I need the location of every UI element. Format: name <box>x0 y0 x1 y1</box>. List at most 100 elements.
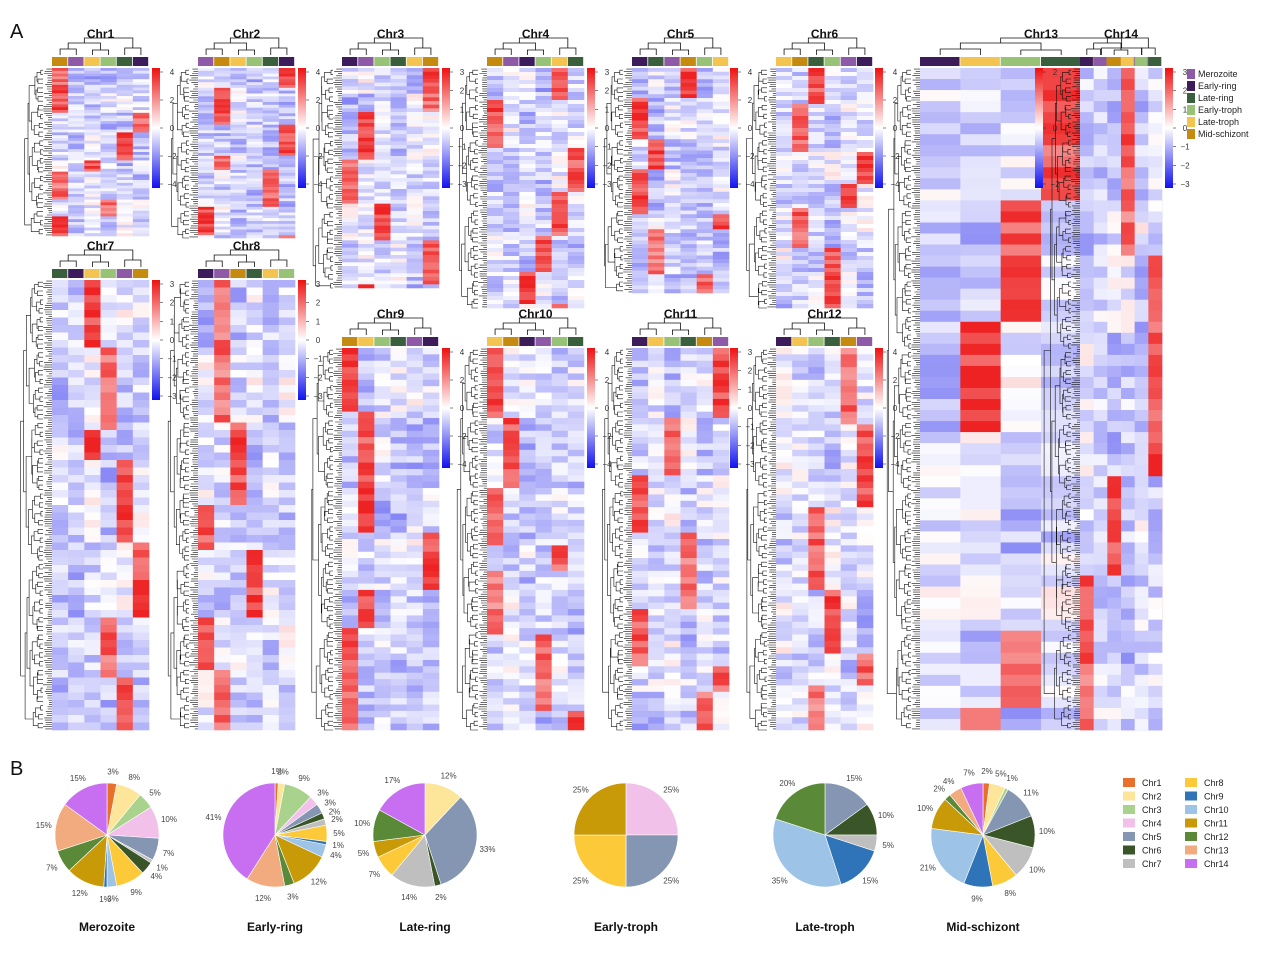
heatmap-cell <box>824 232 841 237</box>
heatmap-cell <box>1041 90 1082 102</box>
heatmap-cell <box>696 481 714 489</box>
heatmap-cell <box>648 113 665 118</box>
heatmap-cell <box>535 188 552 193</box>
heatmap-cell <box>230 90 247 94</box>
heatmap-cell <box>551 621 569 629</box>
heatmap-cell <box>664 621 681 629</box>
heatmap-cell <box>856 539 874 546</box>
heatmap-cell <box>680 640 697 648</box>
heatmap-cell <box>632 615 649 623</box>
heatmap-cell <box>519 589 536 597</box>
heatmap-cell <box>551 488 569 495</box>
colorbar-gradient <box>442 348 450 468</box>
heatmap-cell <box>52 182 69 186</box>
heatmap-cell <box>390 481 407 489</box>
heatmap-cell <box>567 180 585 185</box>
heatmap-cell <box>648 195 665 200</box>
heatmap-cell <box>696 150 714 155</box>
heatmap-cell <box>824 449 841 457</box>
heatmap-cell <box>792 672 809 680</box>
heatmap-cell <box>680 131 697 136</box>
heatmap-cell <box>856 500 874 508</box>
heatmap-cell <box>503 168 520 173</box>
heatmap-cell <box>856 526 874 533</box>
heatmap-cell <box>856 532 874 540</box>
heatmap-cell <box>342 200 359 204</box>
heatmap-cell <box>1041 365 1082 378</box>
heatmap-cell <box>792 200 809 205</box>
heatmap-cell <box>214 662 231 671</box>
heatmap-cell <box>278 430 296 438</box>
heatmap-cell <box>960 376 1001 389</box>
heatmap-cell <box>776 240 793 245</box>
heatmap-cell <box>712 539 730 546</box>
heatmap-cell <box>422 174 440 179</box>
heatmap-cell <box>648 169 665 174</box>
colorbar-tick-label: −2 <box>745 152 755 161</box>
heatmap-cell <box>262 340 280 348</box>
heatmap-cell <box>648 596 665 603</box>
heatmap-cell <box>116 287 134 296</box>
heatmap-cell <box>840 596 858 603</box>
heatmap-cell <box>390 379 407 387</box>
heatmap-cell <box>214 535 231 543</box>
dendrogram-branch <box>807 317 858 328</box>
heatmap-cell <box>776 532 793 540</box>
heatmap-cell <box>406 229 424 234</box>
heatmap-cell <box>358 615 375 623</box>
heatmap-cell <box>920 101 961 113</box>
heatmap-cell <box>374 196 391 201</box>
heatmap-cell <box>503 236 520 241</box>
heatmap-cell <box>132 287 150 296</box>
heatmap-cell <box>116 677 134 686</box>
colorbar-tick-label: 3 <box>605 68 610 77</box>
heatmap-cell <box>262 625 280 633</box>
column-annotation-early-ring <box>422 337 439 346</box>
heatmap-cell <box>567 196 585 201</box>
heatmap-cell <box>664 94 681 99</box>
heatmap-cell <box>648 143 665 148</box>
heatmap-cell <box>406 545 424 553</box>
heatmap-cell <box>342 373 359 381</box>
heatmap-cell <box>214 587 231 596</box>
heatmap-cell <box>808 348 825 355</box>
heatmap-cell <box>551 296 569 301</box>
heatmap-cell <box>664 443 681 451</box>
heatmap-cell <box>100 415 117 423</box>
heatmap-cell <box>551 437 569 444</box>
heatmap-cell <box>390 513 407 521</box>
heatmap-cell <box>422 647 440 654</box>
heatmap-cell <box>856 679 874 686</box>
heatmap-cell <box>230 505 247 513</box>
heatmap-cell <box>487 116 504 121</box>
heatmap-cell <box>246 385 263 393</box>
heatmap-cell <box>840 84 858 89</box>
heatmap-cell <box>358 488 375 495</box>
heatmap-cell <box>648 229 665 234</box>
heatmap-cell <box>840 248 858 253</box>
heatmap-cell <box>567 168 585 173</box>
heatmap-cell <box>84 90 101 94</box>
column-annotation-early-ring <box>776 337 792 346</box>
heatmap-cell <box>712 500 730 508</box>
heatmap-cell <box>503 132 520 137</box>
heatmap-cell <box>960 387 1001 400</box>
heatmap-cell <box>390 269 407 274</box>
heatmap-cell <box>503 551 520 559</box>
heatmap-cell <box>648 449 665 457</box>
heatmap-cell <box>374 691 391 699</box>
heatmap-cell <box>551 280 569 285</box>
heatmap-cell <box>519 640 536 648</box>
heatmap-cell <box>422 112 440 116</box>
heatmap-cell <box>132 90 150 94</box>
heatmap-cell <box>390 570 407 578</box>
heatmap-cell <box>116 73 134 77</box>
heatmap-cell <box>52 722 69 731</box>
heatmap-cell <box>519 539 536 546</box>
heatmap-cell <box>262 212 280 216</box>
heatmap-cell <box>342 430 359 438</box>
heatmap-cell <box>422 386 440 393</box>
heatmap-cell <box>503 539 520 546</box>
heatmap-cell <box>214 76 231 80</box>
heatmap-cell <box>792 405 809 412</box>
